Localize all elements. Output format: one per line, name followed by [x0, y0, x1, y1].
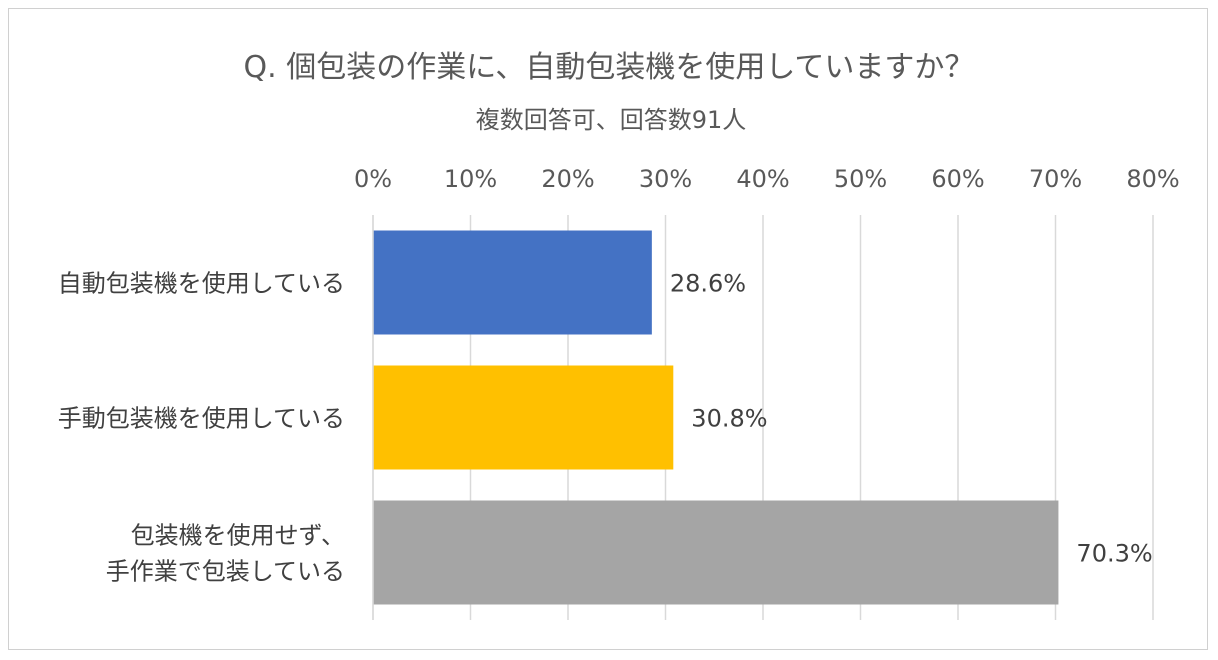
data-label: 70.3%: [1076, 540, 1152, 568]
x-tick-label: 40%: [736, 165, 789, 193]
x-tick-label: 20%: [541, 165, 594, 193]
category-label: 包装機を使用せず、: [131, 522, 345, 550]
category-label: 手動包装機を使用している: [58, 405, 345, 433]
chart-title: Q. 個包装の作業に、自動包装機を使用していますか？: [243, 50, 975, 85]
x-tick-label: 10%: [444, 165, 497, 193]
bar: [373, 500, 1059, 605]
category-label: 手作業で包装している: [106, 558, 345, 586]
x-tick-label: 60%: [931, 165, 984, 193]
x-tick-label: 50%: [834, 165, 887, 193]
data-label: 28.6%: [670, 270, 746, 298]
x-tick-label: 0%: [354, 165, 392, 193]
data-label: 30.8%: [691, 405, 767, 433]
x-tick-label: 30%: [639, 165, 692, 193]
x-tick-label: 80%: [1126, 165, 1179, 193]
x-tick-label: 70%: [1029, 165, 1082, 193]
category-label: 自動包装機を使用している: [58, 270, 345, 298]
chart-subtitle: 複数回答可、回答数91人: [475, 106, 747, 134]
bar: [373, 230, 652, 335]
bar: [373, 365, 674, 470]
